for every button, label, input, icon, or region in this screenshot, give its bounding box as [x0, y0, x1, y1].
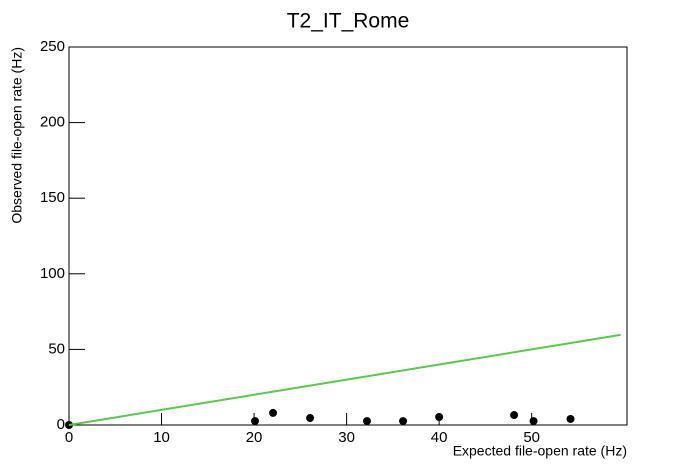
- data-point: [510, 411, 519, 420]
- x-tick-label: 50: [523, 429, 540, 446]
- x-tick-label: 0: [65, 429, 73, 446]
- data-point: [269, 408, 278, 417]
- y-tick-label: 250: [40, 38, 65, 55]
- reference-line: [68, 333, 621, 426]
- data-point: [566, 414, 575, 423]
- y-tick-label: 150: [40, 189, 65, 206]
- plot-frame: [68, 46, 628, 426]
- x-tick-label: 30: [338, 429, 355, 446]
- y-tick-label: 200: [40, 114, 65, 131]
- data-point: [251, 417, 259, 426]
- y-axis-label: Observed file-open rate (Hz): [9, 47, 25, 224]
- data-point: [306, 414, 315, 423]
- y-tick-label: 50: [48, 340, 65, 357]
- x-tick-label: 10: [153, 429, 170, 446]
- y-tick-label: 0: [57, 416, 65, 433]
- chart-title: T2_IT_Rome: [287, 10, 410, 33]
- x-tick-label: 40: [431, 429, 448, 446]
- x-tick-label: 20: [246, 429, 263, 446]
- data-point: [529, 417, 538, 426]
- data-point: [435, 412, 444, 421]
- y-tick-label: 100: [40, 265, 65, 282]
- data-point: [399, 417, 408, 426]
- data-point: [362, 417, 371, 426]
- x-axis-label: Expected file-open rate (Hz): [453, 443, 627, 459]
